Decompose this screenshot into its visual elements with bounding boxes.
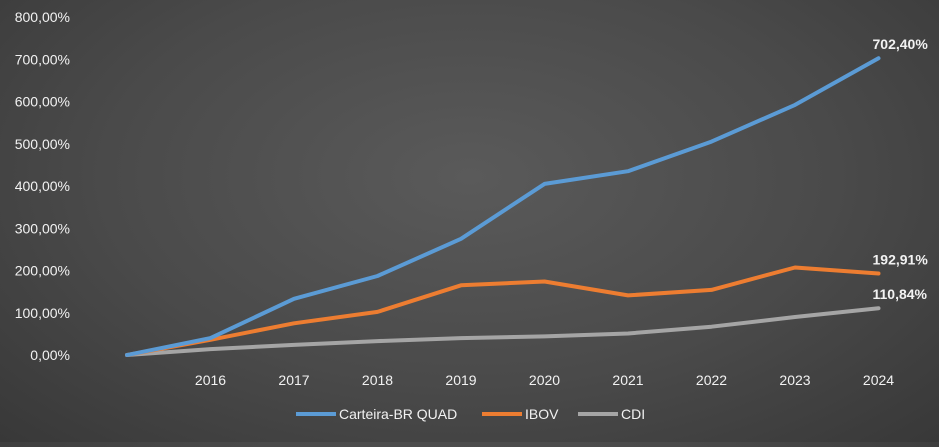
data-label: 110,84% [873, 286, 928, 302]
x-tick-label: 2017 [278, 372, 309, 388]
data-label: 192,91% [873, 251, 929, 267]
x-tick-label: 2020 [529, 372, 560, 388]
y-tick-label: 500,00% [15, 136, 70, 152]
x-tick-label: 2021 [612, 372, 643, 388]
x-tick-label: 2023 [779, 372, 810, 388]
y-tick-label: 300,00% [15, 220, 70, 236]
legend-label: Carteira-BR QUAD [339, 406, 457, 422]
x-tick-label: 2024 [863, 372, 894, 388]
y-tick-label: 400,00% [15, 178, 70, 194]
y-axis: 0,00% 100,00% 200,00% 300,00% 400,00% 500,00%… [15, 9, 70, 363]
series-layer [125, 56, 881, 357]
series-line-ibov [125, 265, 881, 357]
data-label: 702,40% [873, 36, 929, 52]
y-tick-label: 100,00% [15, 305, 70, 321]
legend-label: IBOV [525, 406, 559, 422]
y-tick-label: 800,00% [15, 9, 70, 25]
x-axis: 2016 2017 2018 2019 2020 2021 2022 2023 2024 [195, 372, 894, 388]
legend-label: CDI [621, 406, 645, 422]
x-tick-label: 2016 [195, 372, 226, 388]
y-tick-label: 0,00% [30, 347, 70, 363]
legend: Carteira-BR QUAD IBOV CDI [296, 406, 645, 422]
x-tick-label: 2022 [696, 372, 727, 388]
x-tick-label: 2018 [362, 372, 393, 388]
y-tick-label: 700,00% [15, 51, 70, 67]
y-tick-label: 200,00% [15, 263, 70, 279]
y-tick-label: 600,00% [15, 94, 70, 110]
series-line-cdi [125, 306, 881, 357]
series-line-carteira-br-quad [125, 56, 881, 357]
end-labels: 702,40% 192,91% 110,84% [873, 36, 929, 302]
x-tick-label: 2019 [445, 372, 476, 388]
